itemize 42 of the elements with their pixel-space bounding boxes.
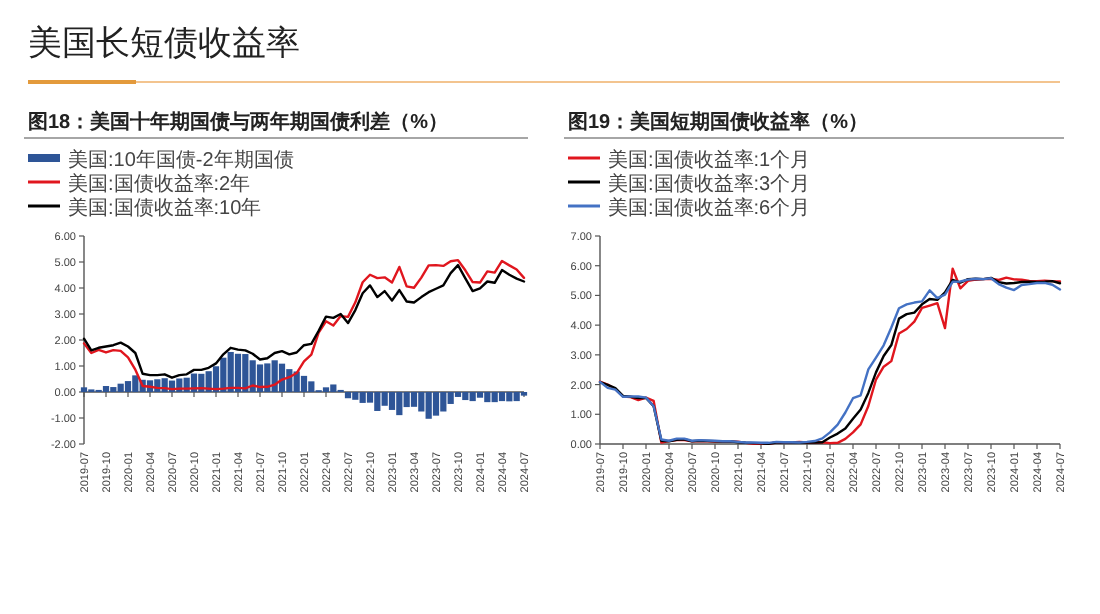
bar xyxy=(374,392,381,411)
bar xyxy=(396,392,403,416)
legend-label: 美国:10年国债-2年期国债 xyxy=(68,148,294,172)
bar xyxy=(264,363,271,392)
bar xyxy=(308,381,315,392)
legend-label: 美国:国债收益率:10年 xyxy=(68,196,262,220)
bar xyxy=(256,364,264,392)
bar xyxy=(469,392,476,402)
bar xyxy=(124,381,132,392)
bar xyxy=(102,386,110,392)
bar xyxy=(227,351,234,392)
legend-label: 美国:国债收益率:1个月 xyxy=(608,148,811,172)
bar xyxy=(440,392,447,412)
bar xyxy=(234,353,242,392)
bar xyxy=(491,392,498,403)
bar xyxy=(484,392,491,403)
bar xyxy=(425,392,432,419)
chart-title: 图19：美国短期国债收益率（%） xyxy=(568,110,869,134)
chart-title: 美国长短债收益率 xyxy=(28,24,300,62)
bar xyxy=(366,392,374,403)
bar xyxy=(462,392,469,401)
bar xyxy=(242,354,249,392)
bar xyxy=(212,366,220,392)
bar xyxy=(381,392,388,406)
bar xyxy=(418,392,425,412)
bar xyxy=(513,392,520,402)
bar xyxy=(403,392,410,408)
bar xyxy=(359,392,366,403)
chart-subtitle: 图18：美国十年期国债与两年期国债利差（%） xyxy=(28,110,449,134)
bar xyxy=(117,383,124,392)
bar xyxy=(432,392,440,416)
legend-label: 美国:国债收益率:2年 xyxy=(68,172,251,196)
legend-label: 美国:国债收益率:6个月 xyxy=(608,196,811,220)
bar xyxy=(132,375,139,392)
bar xyxy=(352,392,359,400)
bar xyxy=(300,375,308,392)
bar xyxy=(388,392,396,410)
bar xyxy=(447,392,454,404)
bar xyxy=(506,392,513,402)
bar xyxy=(330,384,337,392)
legend-label: 美国:国债收益率:3个月 xyxy=(608,172,811,196)
bar xyxy=(410,392,418,407)
